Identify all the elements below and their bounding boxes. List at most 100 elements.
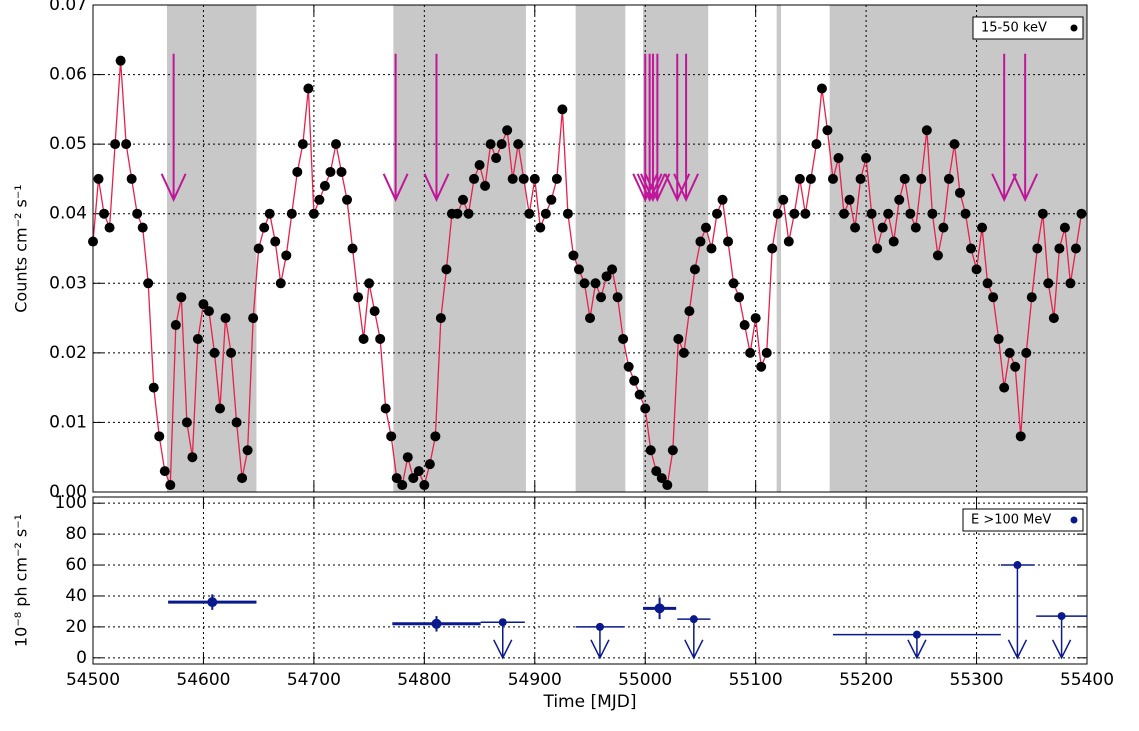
data-point <box>275 278 286 289</box>
arrow <box>640 53 666 203</box>
data-point <box>654 603 665 614</box>
data-point <box>386 431 397 442</box>
upper-limit-arrow <box>684 619 704 660</box>
data-point <box>110 139 121 150</box>
data-point <box>966 243 977 254</box>
data-point <box>319 180 330 191</box>
data-point <box>872 243 883 254</box>
shaded-interval <box>393 5 526 492</box>
data-point <box>761 347 772 358</box>
data-point <box>927 208 938 219</box>
legend-box <box>972 16 1084 40</box>
data-point <box>137 222 148 233</box>
data-point <box>877 222 888 233</box>
legend-label: E >100 MeV <box>971 513 1051 528</box>
data-point <box>226 347 237 358</box>
data-point <box>590 278 601 289</box>
data-point <box>1037 208 1048 219</box>
data-point <box>921 125 932 136</box>
y-tick-label: 0.01 <box>49 412 87 432</box>
data-point <box>1048 313 1059 324</box>
x-tick-label: 54500 <box>66 670 120 690</box>
plot-frame <box>92 4 1088 493</box>
data-point <box>435 313 446 324</box>
y-tick-label: 0 <box>76 648 87 668</box>
data-point <box>148 382 159 393</box>
plot-frame <box>92 496 1088 665</box>
data-point <box>535 222 546 233</box>
data-point <box>712 208 723 219</box>
data-point <box>220 313 231 324</box>
data-point <box>805 173 816 184</box>
data-point <box>485 139 496 150</box>
data-point <box>822 125 833 136</box>
data-point <box>612 292 623 303</box>
data-point <box>629 375 640 386</box>
data-point <box>684 306 695 317</box>
data-point <box>1065 278 1076 289</box>
data-point <box>513 139 524 150</box>
data-point <box>474 160 485 171</box>
data-point <box>203 306 214 317</box>
data-point <box>789 208 800 219</box>
data-point <box>634 389 645 400</box>
data-point <box>457 194 468 205</box>
data-point <box>982 278 993 289</box>
arrow <box>644 53 671 203</box>
data-point <box>651 466 662 477</box>
data-point <box>899 173 910 184</box>
data-point <box>800 208 811 219</box>
data-point <box>408 473 419 484</box>
data-point <box>375 333 386 344</box>
data-point <box>673 333 684 344</box>
y-tick-label: 60 <box>65 555 87 575</box>
data-point <box>154 431 165 442</box>
data-point <box>1054 243 1065 254</box>
data-point <box>237 473 248 484</box>
x-tick-label: 54600 <box>176 670 230 690</box>
data-point <box>949 139 960 150</box>
x-tick-label: 55000 <box>618 670 672 690</box>
data-point <box>431 618 442 629</box>
data-point <box>314 194 325 205</box>
data-point <box>1010 361 1021 372</box>
x-tick-label: 54700 <box>287 670 341 690</box>
data-point <box>778 194 789 205</box>
data-point <box>551 173 562 184</box>
data-point <box>905 208 916 219</box>
data-point <box>938 222 949 233</box>
y-tick-label: 0.07 <box>49 0 87 15</box>
y-tick-label: 0.00 <box>49 482 87 502</box>
x-tick-label: 55200 <box>839 670 893 690</box>
data-point <box>281 250 292 261</box>
data-point <box>689 264 700 275</box>
data-point <box>380 403 391 414</box>
arrow <box>423 53 450 203</box>
data-point <box>656 473 667 484</box>
data-point <box>496 139 507 150</box>
data-point <box>910 222 921 233</box>
data-point <box>596 292 607 303</box>
legend-label: 15-50 keV <box>981 21 1047 36</box>
data-point <box>557 104 568 115</box>
x-tick-label: 55300 <box>950 670 1004 690</box>
y-tick-label: 20 <box>65 617 87 637</box>
x-tick-label: 54800 <box>397 670 451 690</box>
data-point <box>993 333 1004 344</box>
data-point <box>839 208 850 219</box>
data-point <box>215 403 226 414</box>
data-point <box>397 480 408 491</box>
shaded-interval <box>166 5 257 492</box>
data-point <box>750 313 761 324</box>
legend-marker <box>1070 516 1078 524</box>
data-point <box>562 208 573 219</box>
data-point <box>912 630 921 639</box>
data-point <box>248 313 259 324</box>
data-point <box>700 222 711 233</box>
data-point <box>1059 222 1070 233</box>
data-point <box>192 333 203 344</box>
data-point <box>568 250 579 261</box>
data-point <box>518 173 529 184</box>
data-point <box>1021 347 1032 358</box>
data-point <box>1032 243 1043 254</box>
